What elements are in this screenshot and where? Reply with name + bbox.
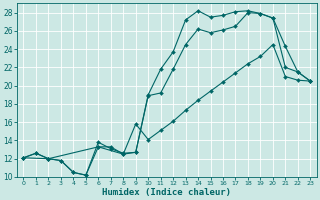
X-axis label: Humidex (Indice chaleur): Humidex (Indice chaleur) bbox=[102, 188, 231, 197]
